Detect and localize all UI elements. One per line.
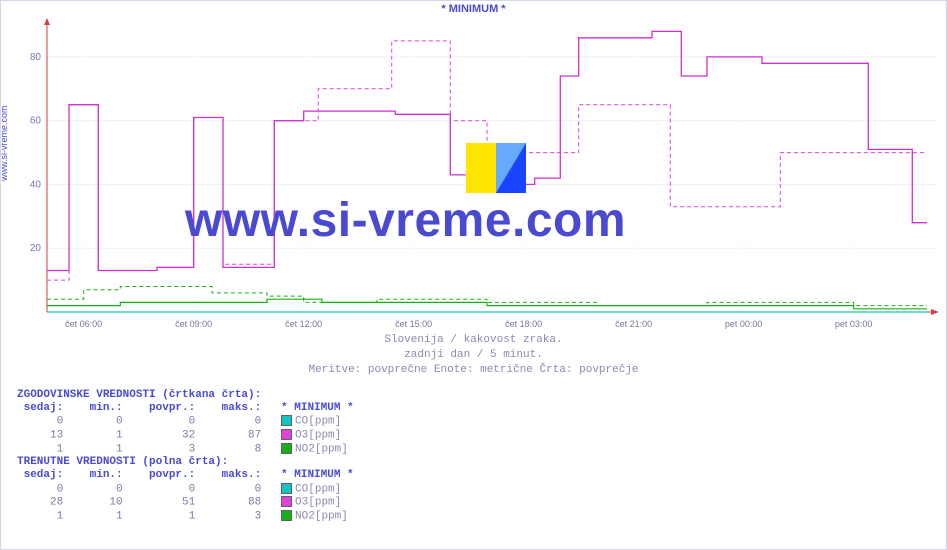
table-row: 0 0 0 0 CO[ppm] bbox=[17, 483, 354, 497]
legend-label: O3[ppm] bbox=[295, 497, 341, 509]
svg-text:60: 60 bbox=[30, 116, 42, 127]
table-row: 13 1 32 87 O3[ppm] bbox=[17, 429, 354, 443]
row-values: 0 0 0 0 bbox=[17, 483, 281, 495]
table-row: 28 10 51 88 O3[ppm] bbox=[17, 496, 354, 510]
cur-column-headers: sedaj: min.: povpr.: maks.: * MINIMUM * bbox=[17, 469, 354, 482]
row-values: 1 1 1 3 bbox=[17, 510, 281, 522]
chart-frame: * MINIMUM * www.si-vreme.com 20406080 če… bbox=[0, 0, 947, 550]
svg-text:40: 40 bbox=[30, 179, 42, 190]
x-tick-label: čet 09:00 bbox=[175, 319, 212, 329]
row-values: 1 1 3 8 bbox=[17, 443, 281, 455]
legend-label: NO2[ppm] bbox=[295, 510, 348, 522]
legend-label: CO[ppm] bbox=[295, 483, 341, 495]
x-tick-label: čet 18:00 bbox=[505, 319, 542, 329]
table-row: 1 1 1 3 NO2[ppm] bbox=[17, 510, 354, 524]
chart-title: * MINIMUM * bbox=[1, 3, 946, 15]
chart-caption: Slovenija / kakovost zraka.zadnji dan / … bbox=[1, 333, 946, 378]
svg-text:80: 80 bbox=[30, 52, 42, 63]
legend-label: CO[ppm] bbox=[295, 416, 341, 428]
table-row: 0 0 0 0 CO[ppm] bbox=[17, 415, 354, 429]
x-axis-labels: čet 06:00 čet 09:00 čet 12:00 čet 15:00 čet … bbox=[47, 319, 937, 333]
legend-swatch bbox=[281, 429, 292, 440]
caption-line: Slovenija / kakovost zraka. bbox=[1, 333, 946, 348]
row-values: 0 0 0 0 bbox=[17, 416, 281, 428]
cur-table-title: TRENUTNE VREDNOSTI (polna črta): bbox=[17, 456, 354, 469]
caption-line: zadnji dan / 5 minut. bbox=[1, 348, 946, 363]
x-tick-label: čet 12:00 bbox=[285, 319, 322, 329]
legend-swatch bbox=[281, 443, 292, 454]
x-tick-label: čet 15:00 bbox=[395, 319, 432, 329]
series-NO2_cur bbox=[47, 299, 927, 309]
data-tables: ZGODOVINSKE VREDNOSTI (črtkana črta): se… bbox=[17, 389, 354, 523]
chart-plot: 20406080 bbox=[47, 21, 937, 316]
legend-swatch bbox=[281, 483, 292, 494]
legend-swatch bbox=[281, 496, 292, 507]
legend-swatch bbox=[281, 415, 292, 426]
table-row: 1 1 3 8 NO2[ppm] bbox=[17, 443, 354, 457]
row-values: 13 1 32 87 bbox=[17, 429, 281, 441]
hist-table-title: ZGODOVINSKE VREDNOSTI (črtkana črta): bbox=[17, 389, 354, 402]
legend-label: NO2[ppm] bbox=[295, 443, 348, 455]
caption-line: Meritve: povprečne Enote: metrične Črta:… bbox=[1, 363, 946, 378]
legend-label: O3[ppm] bbox=[295, 429, 341, 441]
x-tick-label: pet 03:00 bbox=[835, 319, 873, 329]
x-tick-label: pet 00:00 bbox=[725, 319, 763, 329]
row-values: 28 10 51 88 bbox=[17, 497, 281, 509]
side-url-label: www.si-vreme.com bbox=[0, 105, 9, 181]
hist-column-headers: sedaj: min.: povpr.: maks.: * MINIMUM * bbox=[17, 402, 354, 415]
x-tick-label: čet 06:00 bbox=[65, 319, 102, 329]
legend-swatch bbox=[281, 510, 292, 521]
x-tick-label: čet 21:00 bbox=[615, 319, 652, 329]
series-O3_hist bbox=[47, 41, 927, 280]
svg-text:20: 20 bbox=[30, 243, 42, 254]
